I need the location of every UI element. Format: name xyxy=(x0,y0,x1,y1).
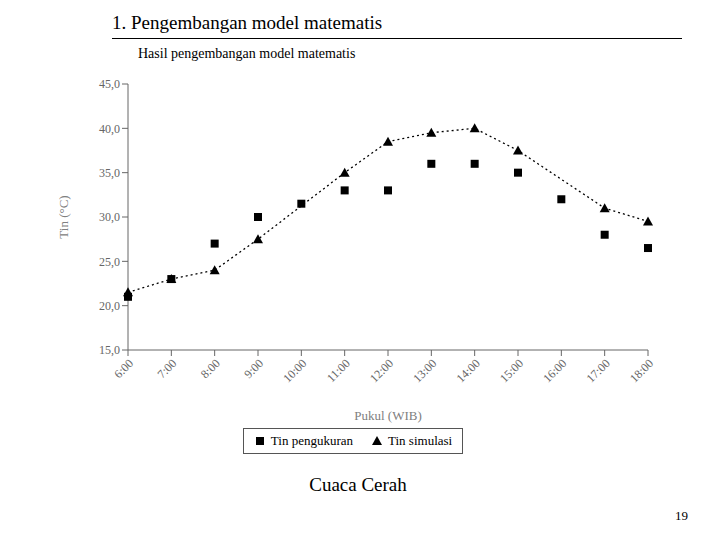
html-text:Tin pengukuran: Tin pengukuran xyxy=(270,433,353,448)
svg-text:9:00: 9:00 xyxy=(241,356,266,381)
html-text:Tin simulasi: Tin simulasi xyxy=(388,433,453,448)
svg-text:12:00: 12:00 xyxy=(367,356,396,385)
svg-text:14:00: 14:00 xyxy=(454,356,483,385)
svg-text:15:00: 15:00 xyxy=(497,356,526,385)
html-text:19: 19 xyxy=(675,508,688,523)
svg-text:13:00: 13:00 xyxy=(410,356,439,385)
html-text:Hasil pengembangan model matem: Hasil pengembangan model matematis xyxy=(138,46,356,61)
svg-text:30,0: 30,0 xyxy=(99,210,120,224)
svg-text:35,0: 35,0 xyxy=(99,166,120,180)
svg-text:40,0: 40,0 xyxy=(99,122,120,136)
svg-text:7:00: 7:00 xyxy=(154,356,179,381)
svg-text:11:00: 11:00 xyxy=(324,356,353,385)
svg-text:10:00: 10:00 xyxy=(280,356,309,385)
svg-text:6:00: 6:00 xyxy=(111,356,136,381)
svg-text:16:00: 16:00 xyxy=(540,356,569,385)
svg-text:18:00: 18:00 xyxy=(627,356,656,385)
svg-text:15,0: 15,0 xyxy=(99,343,120,357)
html-text:1. Pengembangan model matemati: 1. Pengembangan model matematis xyxy=(112,12,383,33)
svg-text:8:00: 8:00 xyxy=(198,356,223,381)
svg-text:20,0: 20,0 xyxy=(99,299,120,313)
svg-text:17:00: 17:00 xyxy=(584,356,613,385)
svg-text:45,0: 45,0 xyxy=(99,77,120,91)
svg-text:Pukul (WIB): Pukul (WIB) xyxy=(354,408,422,423)
svg-text:25,0: 25,0 xyxy=(99,255,120,269)
html-text:Cuaca Cerah: Cuaca Cerah xyxy=(309,474,407,495)
svg-text:Tin (°C): Tin (°C) xyxy=(56,195,71,238)
